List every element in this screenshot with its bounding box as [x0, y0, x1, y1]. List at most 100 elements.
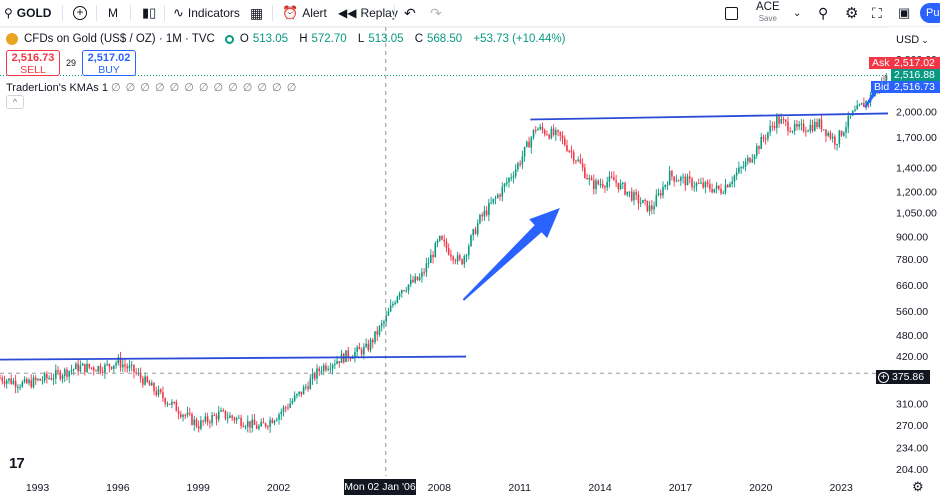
candle-body [75, 363, 77, 370]
profile-initials: Pu [926, 7, 940, 19]
alert-button[interactable]: ⏰ Alert [282, 0, 327, 26]
currency-selector[interactable]: USD ⌄ [896, 34, 929, 46]
candle-body [519, 163, 521, 165]
candle-body [349, 357, 352, 359]
candle-body [472, 229, 475, 236]
candle-body [251, 419, 254, 428]
layout-menu-button[interactable]: ⌄ [793, 0, 801, 26]
candle-body [197, 426, 200, 429]
candle-body [79, 365, 82, 372]
redo-button[interactable]: ↷ [430, 0, 442, 26]
candle-body [92, 367, 95, 371]
candle-body [715, 185, 718, 189]
profile-button[interactable]: Pu [920, 3, 940, 23]
candle-body [21, 382, 24, 387]
candle-body [200, 420, 202, 429]
candle-body [827, 132, 829, 136]
chart-type-button[interactable]: ▮▯ [142, 0, 156, 26]
close-value: 568.50 [427, 33, 463, 45]
candle-body [86, 363, 88, 373]
candle-body [523, 146, 526, 157]
candle-body [461, 259, 463, 265]
plus-icon[interactable]: + [878, 371, 889, 383]
candle-body [713, 188, 716, 193]
candle-body [575, 160, 577, 162]
gear-icon: ⚙ [845, 5, 859, 22]
candle-body [510, 177, 512, 179]
candle-body [648, 205, 651, 212]
candle-body [253, 419, 256, 426]
candle-body [108, 363, 111, 367]
candle-body [358, 347, 361, 350]
indicators-button[interactable]: ∿ Indicators [173, 0, 240, 26]
candle-body [541, 126, 544, 130]
candle-body [57, 370, 59, 372]
candle-body [479, 214, 481, 224]
quick-search-button[interactable]: ⚲ [818, 0, 828, 26]
candle-body [135, 372, 137, 374]
price-tick-label: 900.00 [896, 232, 928, 244]
indicator-name: TraderLion's KMAs [6, 82, 99, 94]
candle-body [782, 118, 785, 120]
candle-body [17, 386, 19, 388]
candle-body [789, 130, 792, 132]
price-axis[interactable]: 204.00234.00270.00310.00360.00420.00480.… [888, 27, 940, 500]
indicator-legend[interactable]: TraderLion's KMAs 1 ∅ ∅ ∅ ∅ ∅ ∅ ∅ ∅ ∅ ∅ … [6, 81, 297, 94]
undo-button[interactable]: ↶ [404, 0, 416, 26]
chart-overlays [0, 27, 889, 476]
candle-body [302, 386, 305, 395]
candle-body [369, 339, 372, 351]
replay-button[interactable]: ◀◀ Replay [338, 0, 398, 26]
candle-body [505, 182, 508, 184]
candle-body [673, 176, 675, 182]
sell-button[interactable]: 2,516.73 SELL [6, 50, 60, 76]
candle-body [412, 279, 414, 283]
gear-icon: ⚙ [912, 479, 924, 494]
candle-body [822, 129, 825, 131]
candle-body [796, 124, 798, 127]
candle-body [300, 391, 303, 395]
candle-body [601, 183, 604, 187]
fullscreen-button[interactable]: ⛶ [872, 0, 882, 26]
candle-body [95, 370, 97, 372]
candle-body [191, 413, 193, 425]
snapshot-button[interactable]: ▣ [898, 0, 910, 26]
candle-body [731, 181, 733, 184]
candle-body [764, 138, 767, 140]
candle-body [481, 214, 483, 217]
candle-body [682, 176, 684, 178]
candle-body [697, 183, 700, 185]
collapse-indicators-button[interactable]: ^ [6, 95, 24, 109]
candle-body [280, 411, 283, 415]
change-value: +53.73 (+10.44%) [473, 33, 566, 45]
candle-body [836, 144, 838, 146]
compare-button[interactable]: + [73, 0, 87, 26]
tradingview-logo[interactable]: 17 [9, 455, 25, 472]
candle-body [97, 366, 100, 372]
candle-body [488, 202, 490, 215]
candle-body [847, 116, 850, 128]
templates-button[interactable]: ▦ [250, 0, 263, 26]
candle-body [840, 130, 843, 136]
candle-body [508, 178, 510, 183]
candle-body [615, 180, 617, 183]
candle-body [148, 381, 151, 386]
interval-button[interactable]: M [108, 0, 118, 26]
candle-body [432, 255, 434, 258]
price-tick-label: 310.00 [896, 398, 928, 410]
chart-settings-button[interactable]: ⚙ [912, 479, 924, 495]
layout-name-button[interactable]: ACE Save [756, 0, 780, 26]
layout-toggle-button[interactable] [725, 0, 738, 26]
settings-button[interactable]: ⚙ [845, 0, 858, 26]
symbol-search[interactable]: ⚲ GOLD [4, 0, 51, 26]
candle-body [534, 129, 537, 131]
candle-body [215, 415, 218, 420]
last-price-tag: 2,516.88 [891, 69, 940, 81]
time-axis[interactable]: 1993 1996 1999 2002 2008 2011 2014 2017 2020 2023 [26, 482, 853, 494]
candle-body [606, 181, 608, 188]
buy-button[interactable]: 2,517.02 BUY [82, 50, 136, 76]
candle-body [90, 367, 93, 369]
candle-body [490, 202, 492, 204]
chart-title[interactable]: CFDs on Gold (US$ / OZ) · 1M · TVC [24, 33, 215, 45]
